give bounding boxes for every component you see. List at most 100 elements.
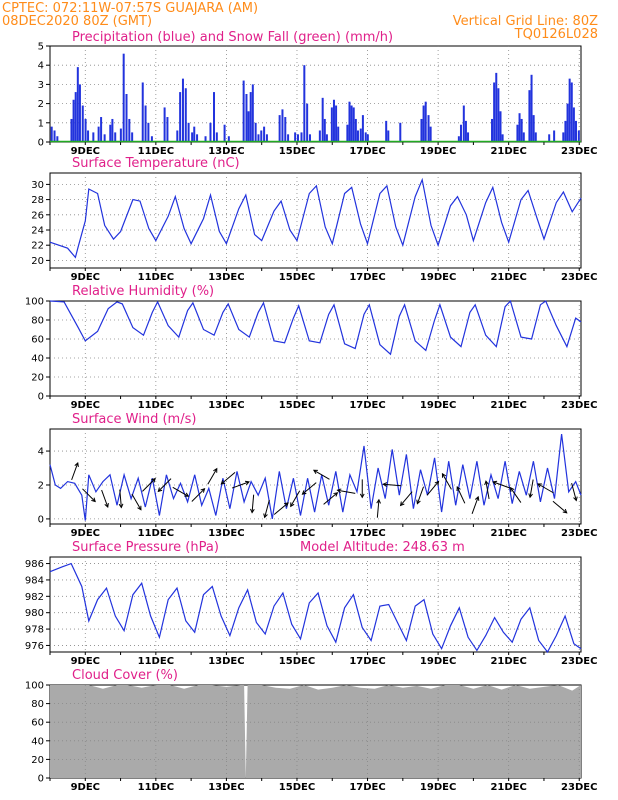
wind-arrow-head <box>528 493 533 499</box>
precip-bar-6 <box>76 67 79 142</box>
wind-arrow-shaft <box>191 488 205 502</box>
precip-bar-5 <box>74 92 77 142</box>
precip-bar-98 <box>499 111 502 142</box>
precip-bar-11 <box>92 132 95 142</box>
precip-bar-60 <box>303 65 306 142</box>
wind-arrow-27 <box>456 486 466 504</box>
wind-arrow-head <box>562 508 568 514</box>
precip-bar-1 <box>53 130 56 142</box>
wind-arrow-19 <box>336 488 356 494</box>
wind-arrow-0 <box>71 461 79 481</box>
wind-arrow-shaft <box>131 493 142 510</box>
wind-series-line <box>49 434 582 521</box>
precip-bar-111 <box>564 120 567 142</box>
wind-arrow-24 <box>416 486 425 505</box>
wind-arrow-head <box>104 502 109 508</box>
wind-arrow-shaft <box>101 489 109 508</box>
precip-ytick-label-2: 2 <box>38 99 44 110</box>
humidity-ytick-label-5: 100 <box>25 297 44 308</box>
precip-ytick-label-5: 5 <box>38 42 44 53</box>
pressure-xtick-label-5: 19DEC <box>420 656 456 667</box>
wind-arrow-shaft <box>231 481 250 489</box>
temperature-xtick-label-1: 11DEC <box>138 272 174 283</box>
precip-bar-113 <box>568 78 571 142</box>
precip-bar-88 <box>429 126 432 142</box>
pressure-ytick-label-0: 976 <box>25 641 44 652</box>
wind-arrow-head <box>573 496 578 502</box>
humidity-xtick-label-4: 17DEC <box>349 400 385 411</box>
precip-ytick-label-1: 1 <box>38 118 44 129</box>
wind-arrow-7 <box>172 486 190 497</box>
precip-bar-43 <box>242 80 245 142</box>
wind-arrow-3 <box>118 489 124 509</box>
wind-xtick-label-7: 23DEC <box>561 528 597 539</box>
precip-bar-23 <box>141 82 144 142</box>
precip-bar-4 <box>72 99 75 142</box>
pressure-ytick-label-4: 984 <box>25 575 44 586</box>
temperature-series-line <box>49 177 582 259</box>
cloud-ytick-label-5: 100 <box>25 681 44 692</box>
wind-ytick-label-0: 0 <box>38 514 44 525</box>
wind-arrow-31 <box>509 486 522 503</box>
precip-bar-47 <box>251 84 254 142</box>
precip-bar-18 <box>119 128 122 142</box>
humidity-series-line <box>49 299 582 356</box>
wind-xtick-label-2: 13DEC <box>208 528 244 539</box>
precip-bar-21 <box>128 118 131 142</box>
precip-bar-26 <box>150 136 153 142</box>
precip-bar-97 <box>497 88 500 142</box>
precip-bar-52 <box>265 134 268 142</box>
precip-bar-44 <box>245 94 248 142</box>
temperature-ytick-label-3: 26 <box>31 210 44 221</box>
wind-arrow-head <box>441 472 447 478</box>
precip-bar-20 <box>125 94 128 142</box>
precip-bar-32 <box>184 88 187 142</box>
wind-arrow-head <box>509 486 515 492</box>
pressure-xtick-label-2: 13DEC <box>208 656 244 667</box>
precip-ytick-label-4: 4 <box>38 61 44 72</box>
precip-bar-45 <box>247 111 250 142</box>
wind-xtick-label-5: 19DEC <box>420 528 456 539</box>
precip-bar-82 <box>387 130 390 142</box>
wind-arrow-head <box>244 480 250 486</box>
wind-arrow-head <box>434 480 440 486</box>
wind-arrow-32 <box>528 479 534 499</box>
wind-arrow-head <box>474 495 480 501</box>
wind-arrow-head <box>74 461 79 467</box>
precip-bar-83 <box>399 122 402 142</box>
wind-arrow-head <box>151 477 156 483</box>
wind-arrow-head <box>382 482 388 487</box>
wind-arrow-34 <box>552 500 568 514</box>
wind-arrow-head <box>312 469 318 474</box>
precip-bar-42 <box>227 136 230 142</box>
wind-arrow-12 <box>250 494 255 514</box>
precip-bar-80 <box>366 134 369 142</box>
precip-bar-41 <box>223 124 226 142</box>
cloud-ytick-label-0: 0 <box>38 774 44 785</box>
wind-xtick-label-3: 15DEC <box>279 528 315 539</box>
wind-arrow-22 <box>382 482 402 487</box>
wind-arrow-shaft <box>426 481 439 496</box>
humidity-xtick-label-7: 23DEC <box>561 400 597 411</box>
wind-arrow-shaft <box>302 482 317 495</box>
wind-arrow-head <box>376 498 381 504</box>
precip-bar-54 <box>281 109 284 142</box>
precip-bar-57 <box>294 132 297 142</box>
wind-arrow-15 <box>290 490 301 508</box>
wind-arrow-shaft <box>441 473 452 490</box>
wind-arrow-head <box>263 513 268 519</box>
precip-bar-96 <box>495 72 498 142</box>
cloud-ytick-label-1: 20 <box>31 755 44 766</box>
humidity-ytick-label-2: 40 <box>31 354 44 365</box>
wind-arrow-30 <box>492 480 511 489</box>
pressure-xtick-label-1: 11DEC <box>138 656 174 667</box>
wind-arrow-9 <box>207 467 218 485</box>
precip-bar-53 <box>278 115 281 142</box>
wind-arrow-shaft <box>571 482 577 501</box>
wind-arrow-shaft <box>273 502 289 515</box>
cloud-ytick-label-2: 40 <box>31 736 44 747</box>
precip-bar-114 <box>570 82 573 142</box>
precip-bar-84 <box>420 118 423 142</box>
precip-bar-107 <box>534 132 537 142</box>
precip-bar-7 <box>78 84 81 142</box>
